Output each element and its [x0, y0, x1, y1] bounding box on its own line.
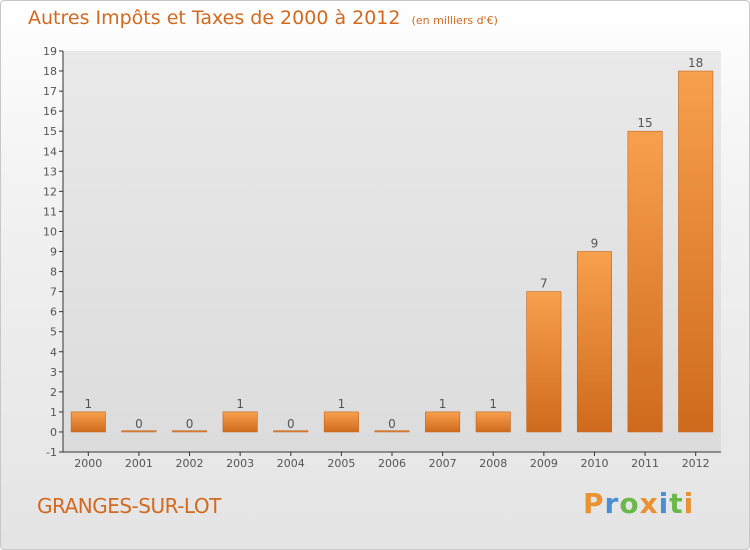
- bar-value-label: 0: [388, 417, 396, 431]
- bar-value-label: 18: [688, 56, 703, 70]
- logo-letter: o: [619, 487, 640, 520]
- city-name: GRANGES-SUR-LOT: [37, 494, 221, 518]
- bar-value-label: 1: [439, 397, 447, 411]
- x-tick-label: 2005: [327, 457, 355, 470]
- x-tick-label: 2000: [74, 457, 102, 470]
- bar: [627, 130, 663, 433]
- bar: [526, 291, 562, 433]
- logo-letter: x: [639, 487, 659, 520]
- y-tick-label: -1: [46, 446, 57, 459]
- y-tick-label: 0: [50, 426, 57, 439]
- y-tick-label: 8: [50, 266, 57, 279]
- x-tick-label: 2011: [631, 457, 659, 470]
- bar-value-label: 0: [135, 417, 143, 431]
- bar-value-label: 1: [84, 397, 92, 411]
- bar-value-label: 1: [338, 397, 346, 411]
- chart-title-main: Autres Impôts et Taxes de 2000 à 2012: [28, 7, 401, 29]
- bar-value-label: 1: [236, 397, 244, 411]
- bar: [576, 251, 612, 433]
- bar-value-label: 0: [287, 417, 295, 431]
- logo-letter: i: [683, 487, 695, 520]
- bar: [374, 430, 410, 433]
- x-tick-label: 2004: [277, 457, 305, 470]
- plot-background: [63, 51, 721, 452]
- x-tick-label: 2012: [682, 457, 710, 470]
- y-tick-label: 5: [50, 326, 57, 339]
- bar: [70, 411, 106, 433]
- bar-value-label: 0: [186, 417, 194, 431]
- y-tick-label: 10: [43, 225, 57, 238]
- bar: [121, 430, 157, 433]
- y-tick-label: 3: [50, 366, 57, 379]
- y-tick-label: 12: [43, 185, 57, 198]
- x-tick-label: 2006: [378, 457, 406, 470]
- bar: [323, 411, 359, 433]
- logo-letter: i: [658, 487, 670, 520]
- y-tick-label: 17: [43, 85, 57, 98]
- y-tick-label: 6: [50, 306, 57, 319]
- x-tick-label: 2001: [125, 457, 153, 470]
- y-tick-label: 14: [43, 145, 57, 158]
- y-tick-label: 4: [50, 346, 57, 359]
- bar-value-label: 9: [591, 237, 599, 251]
- y-tick-label: 11: [43, 205, 57, 218]
- y-tick-label: 13: [43, 165, 57, 178]
- chart-title: Autres Impôts et Taxes de 2000 à 2012 (e…: [28, 7, 498, 29]
- x-tick-label: 2008: [479, 457, 507, 470]
- bar: [678, 70, 714, 433]
- bar: [425, 411, 461, 433]
- y-tick-label: 2: [50, 386, 57, 399]
- bar-value-label: 15: [637, 116, 652, 130]
- y-tick-label: 15: [43, 125, 57, 138]
- bar: [222, 411, 258, 433]
- y-tick-label: 18: [43, 65, 57, 78]
- x-tick-label: 2009: [530, 457, 558, 470]
- proxiti-logo: Proxiti: [583, 487, 694, 520]
- bar: [475, 411, 511, 433]
- x-tick-label: 2002: [176, 457, 204, 470]
- x-tick-label: 2010: [580, 457, 608, 470]
- x-tick-label: 2007: [429, 457, 457, 470]
- bar: [273, 430, 309, 433]
- bar-value-label: 1: [489, 397, 497, 411]
- y-tick-label: 16: [43, 105, 57, 118]
- y-tick-label: 19: [43, 45, 57, 58]
- y-tick-label: 9: [50, 246, 57, 259]
- chart-title-unit: (en milliers d'€): [411, 14, 498, 27]
- logo-letter: t: [669, 487, 684, 520]
- logo-letter: r: [604, 487, 620, 520]
- y-tick-label: 1: [50, 406, 57, 419]
- bar: [172, 430, 208, 433]
- logo-letter: P: [583, 487, 605, 520]
- x-tick-label: 2003: [226, 457, 254, 470]
- y-tick-label: 7: [50, 286, 57, 299]
- bar-value-label: 7: [540, 277, 548, 291]
